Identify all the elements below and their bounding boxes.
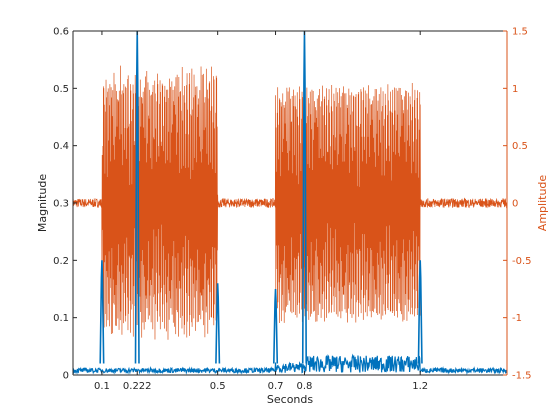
y-right-tick-label: 1.5 — [512, 27, 528, 38]
x-tick-label: 1.2 — [412, 381, 428, 392]
y-right-tick-label: 0 — [512, 199, 518, 210]
magnitude-spike — [99, 260, 105, 364]
y-left-tick-label: 0.2 — [53, 256, 69, 267]
y-left-tick-label: 0.4 — [53, 141, 69, 152]
y-left-tick-label: 0 — [63, 371, 69, 382]
series-magnitude-line — [72, 353, 508, 375]
x-tick-label: 0.7 — [268, 381, 284, 392]
magnitude-spike — [215, 283, 221, 364]
series-amplitude-line — [72, 65, 508, 340]
magnitude-spike — [273, 288, 279, 364]
y-axis-left-title: Magnitude — [36, 174, 49, 233]
y-left-tick-label: 0.3 — [53, 199, 69, 210]
x-axis-title: Seconds — [267, 393, 313, 406]
y-right-tick-label: 1 — [512, 84, 518, 95]
x-tick-label: 0.5 — [210, 381, 226, 392]
y-right-tick-label: -1.5 — [512, 371, 532, 382]
y-axis-right-title: Amplitude — [536, 175, 549, 232]
y-left-tick-label: 0.5 — [53, 84, 69, 95]
y-right-tick-label: -0.5 — [512, 256, 532, 267]
x-tick-label: 0.1 — [94, 381, 110, 392]
y-right-tick-label: -1 — [512, 313, 522, 324]
magnitude-spike — [417, 260, 423, 364]
axes-layer: 0.1 0.222 0.5 0.7 0.8 1.2 0 0.1 0.2 0.3 0.4 0.5 0.6 -… — [53, 27, 531, 393]
y-right-tick-label: 0.5 — [512, 141, 528, 152]
x-tick-label: 0.8 — [297, 381, 313, 392]
y-left-tick-label: 0.6 — [53, 27, 69, 38]
x-tick-label: 0.222 — [123, 381, 152, 392]
y-left-tick-label: 0.1 — [53, 313, 69, 324]
